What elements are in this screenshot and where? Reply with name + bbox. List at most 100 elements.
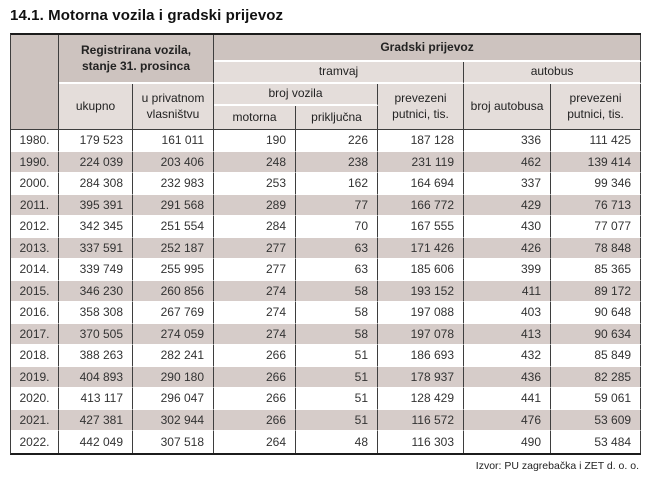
- value-cell: 399: [464, 259, 552, 281]
- table-row: 2019. 404 893 290 180 266 51 178 937 436 82 285: [11, 366, 642, 388]
- value-cell: 427 381: [59, 409, 133, 431]
- value-cell: 238: [296, 151, 379, 173]
- value-cell: 337: [464, 173, 552, 195]
- table-row: 2014. 339 749 255 995 277 63 185 606 399 85 365: [11, 259, 642, 281]
- value-cell: 282 241: [133, 345, 215, 367]
- value-cell: 166 772: [378, 194, 465, 216]
- value-cell: 476: [464, 409, 552, 431]
- value-cell: 388 263: [59, 345, 133, 367]
- value-cell: 429: [464, 194, 552, 216]
- value-cell: 59 061: [551, 388, 642, 410]
- value-cell: 274: [214, 280, 297, 302]
- value-cell: 77: [296, 194, 379, 216]
- header-col-total: ukupno: [59, 84, 133, 130]
- value-cell: 442 049: [59, 431, 133, 453]
- value-cell: 432: [464, 345, 552, 367]
- header-col-trailer: priključna: [296, 106, 379, 130]
- value-cell: 253: [214, 173, 297, 195]
- value-cell: 395 391: [59, 194, 133, 216]
- value-cell: 370 505: [59, 323, 133, 345]
- value-cell: 58: [296, 302, 379, 324]
- header-col-motor: motorna: [214, 106, 297, 130]
- value-cell: 90 648: [551, 302, 642, 324]
- value-cell: 490: [464, 431, 552, 453]
- value-cell: 51: [296, 366, 379, 388]
- value-cell: 51: [296, 409, 379, 431]
- year-cell: 2014.: [11, 259, 59, 281]
- year-cell: 1980.: [11, 130, 59, 152]
- year-cell: 2018.: [11, 345, 59, 367]
- value-cell: 162: [296, 173, 379, 195]
- value-cell: 139 414: [551, 151, 642, 173]
- value-cell: 161 011: [133, 130, 215, 152]
- value-cell: 430: [464, 216, 552, 238]
- value-cell: 53 484: [551, 431, 642, 453]
- value-cell: 167 555: [378, 216, 465, 238]
- value-cell: 70: [296, 216, 379, 238]
- year-cell: 2013.: [11, 237, 59, 259]
- value-cell: 284: [214, 216, 297, 238]
- year-cell: 2012.: [11, 216, 59, 238]
- table-row: 2015. 346 230 260 856 274 58 193 152 411 89 172: [11, 280, 642, 302]
- value-cell: 264: [214, 431, 297, 453]
- value-cell: 76 713: [551, 194, 642, 216]
- value-cell: 116 303: [378, 431, 465, 453]
- table-row: 2000. 284 308 232 983 253 162 164 694 337 99 34…: [11, 173, 642, 195]
- value-cell: 337 591: [59, 237, 133, 259]
- value-cell: 266: [214, 345, 297, 367]
- value-cell: 90 634: [551, 323, 642, 345]
- table-row: 2020. 413 117 296 047 266 51 128 429 441 59 061: [11, 388, 642, 410]
- value-cell: 307 518: [133, 431, 215, 453]
- header-col-bus-passengers: prevezeni putnici, tis.: [551, 84, 642, 130]
- value-cell: 274: [214, 302, 297, 324]
- value-cell: 277: [214, 259, 297, 281]
- value-cell: 171 426: [378, 237, 465, 259]
- value-cell: 85 849: [551, 345, 642, 367]
- value-cell: 231 119: [378, 151, 465, 173]
- value-cell: 266: [214, 388, 297, 410]
- value-cell: 203 406: [133, 151, 215, 173]
- value-cell: 51: [296, 388, 379, 410]
- year-cell: 2016.: [11, 302, 59, 324]
- header-col-bus-count: broj autobusa: [464, 84, 552, 130]
- year-cell: 2021.: [11, 409, 59, 431]
- table-row: 2021. 427 381 302 944 266 51 116 572 476 53 609: [11, 409, 642, 431]
- value-cell: 339 749: [59, 259, 133, 281]
- value-cell: 413 117: [59, 388, 133, 410]
- value-cell: 232 983: [133, 173, 215, 195]
- table-row: 2012. 342 345 251 554 284 70 167 555 430 77 077: [11, 216, 642, 238]
- table-row: 1980. 179 523 161 011 190 226 187 128 336 111 4…: [11, 130, 642, 152]
- value-cell: 267 769: [133, 302, 215, 324]
- year-cell: 2017.: [11, 323, 59, 345]
- value-cell: 277: [214, 237, 297, 259]
- value-cell: 179 523: [59, 130, 133, 152]
- header-registered-vehicles-group: Registrirana vozila, stanje 31. prosinca: [59, 35, 215, 84]
- value-cell: 51: [296, 345, 379, 367]
- header-col-private-ownership: u privatnom vlasništvu: [133, 84, 215, 130]
- value-cell: 403: [464, 302, 552, 324]
- table-body: 1980. 179 523 161 011 190 226 187 128 336 111 4…: [11, 130, 642, 453]
- value-cell: 302 944: [133, 409, 215, 431]
- table-row: 2022. 442 049 307 518 264 48 116 303 490 53 484: [11, 431, 642, 453]
- year-cell: 2020.: [11, 388, 59, 410]
- vehicles-transport-table: Registrirana vozila, stanje 31. prosinca…: [10, 33, 642, 455]
- value-cell: 404 893: [59, 366, 133, 388]
- value-cell: 346 230: [59, 280, 133, 302]
- value-cell: 226: [296, 130, 379, 152]
- value-cell: 436: [464, 366, 552, 388]
- value-cell: 342 345: [59, 216, 133, 238]
- year-cell: 2000.: [11, 173, 59, 195]
- value-cell: 411: [464, 280, 552, 302]
- value-cell: 77 077: [551, 216, 642, 238]
- value-cell: 193 152: [378, 280, 465, 302]
- value-cell: 197 078: [378, 323, 465, 345]
- value-cell: 336: [464, 130, 552, 152]
- value-cell: 441: [464, 388, 552, 410]
- value-cell: 251 554: [133, 216, 215, 238]
- value-cell: 358 308: [59, 302, 133, 324]
- value-cell: 291 568: [133, 194, 215, 216]
- value-cell: 426: [464, 237, 552, 259]
- table-row: 1990. 224 039 203 406 248 238 231 119 462 139 4…: [11, 151, 642, 173]
- year-cell: 2022.: [11, 431, 59, 453]
- value-cell: 89 172: [551, 280, 642, 302]
